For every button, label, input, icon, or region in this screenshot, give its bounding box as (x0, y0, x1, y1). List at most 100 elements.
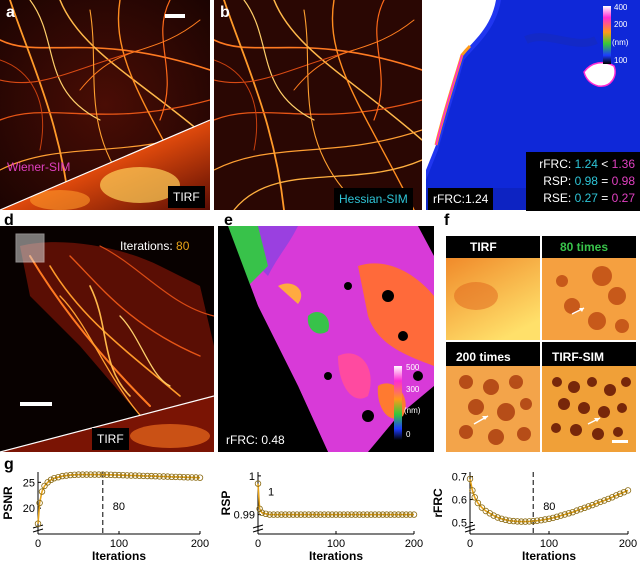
data-point (344, 511, 351, 518)
data-point (510, 517, 517, 525)
hessian-sim-label: Hessian-SIM (334, 188, 413, 210)
data-point (160, 473, 167, 480)
data-point (123, 472, 131, 479)
data-point (375, 511, 383, 518)
data-point (506, 517, 513, 524)
y-axis-label: RSP (219, 491, 233, 516)
data-point (352, 511, 359, 518)
data-point (301, 511, 308, 518)
data-point (309, 511, 316, 518)
data-point (601, 497, 608, 504)
data-point (620, 489, 628, 496)
series-line (469, 478, 629, 523)
data-point (466, 475, 474, 483)
data-point (188, 474, 196, 481)
data-point (490, 512, 497, 519)
data-point (278, 511, 285, 518)
tile-tirf-sim (542, 342, 636, 452)
panel-d-letter: d (4, 212, 14, 229)
data-point (585, 503, 592, 510)
data-point (383, 511, 390, 518)
data-point (605, 495, 612, 503)
y-tick-label: 1 (249, 471, 255, 483)
data-point (115, 471, 123, 479)
data-point (336, 511, 344, 518)
data-point (348, 511, 355, 518)
panel-d-image (0, 226, 214, 452)
y-tick-label: 25 (23, 477, 35, 489)
data-point (367, 511, 375, 518)
axis-break-mark (464, 528, 476, 533)
data-point (522, 518, 529, 525)
axis-break-mark (252, 524, 264, 529)
data-point (328, 511, 336, 518)
data-point (87, 471, 94, 478)
data-point (321, 511, 328, 518)
x-tick-label: 100 (540, 538, 558, 550)
colorbar-e-tick-500: 500 (406, 363, 420, 372)
axis-break-mark (32, 528, 44, 533)
data-point (258, 509, 266, 516)
data-point (131, 472, 139, 479)
data-point (371, 511, 379, 518)
marker-label: 80 (543, 501, 555, 513)
data-point (387, 511, 394, 518)
data-point (541, 516, 549, 523)
data-point (95, 471, 102, 478)
panel-e-letter: e (224, 212, 233, 229)
data-point (59, 472, 66, 480)
data-point (379, 511, 386, 518)
data-point (192, 474, 200, 481)
tirf-label-a: TIRF (168, 186, 205, 208)
data-point (518, 518, 525, 525)
data-point (107, 471, 115, 478)
axis-break-mark (252, 528, 264, 533)
iterations-label-d: Iterations: 80 (120, 239, 190, 253)
data-point (266, 511, 273, 518)
y-tick-label: 20 (23, 503, 35, 515)
data-point (63, 472, 70, 479)
data-point (41, 482, 48, 490)
panel-g-letter: g (4, 456, 14, 473)
data-point (581, 504, 588, 511)
data-point (51, 475, 58, 482)
tile-200-times (446, 342, 540, 452)
data-point (254, 480, 262, 487)
data-point (317, 511, 324, 518)
data-point (474, 499, 482, 507)
metric-row-rfrc: rFRC: 1.24 < 1.36 (539, 157, 635, 171)
colorbar-c-unit: (nm) (612, 38, 629, 47)
data-point (91, 471, 98, 478)
x-tick-label: 100 (110, 538, 128, 550)
data-point (557, 512, 564, 519)
data-point (537, 517, 545, 524)
data-point (305, 511, 312, 518)
panel-b-image (214, 0, 422, 210)
data-point (553, 513, 561, 520)
data-point (111, 471, 119, 479)
x-axis-label: Iterations (92, 549, 146, 563)
data-point (612, 492, 620, 499)
data-point (176, 473, 183, 481)
panel-b-letter: b (220, 4, 230, 21)
data-point (127, 472, 135, 479)
data-point (140, 472, 147, 480)
x-axis-label: Iterations (522, 549, 576, 563)
chart-rfrc: 0 100 200 0.5 0.6 0.7 Iterations rFRC 80 (431, 472, 637, 563)
data-point (103, 471, 110, 478)
data-point (156, 473, 163, 480)
data-point (624, 487, 632, 494)
data-point (529, 517, 537, 525)
data-point (561, 511, 568, 518)
metric-row-rsp: RSP: 0.98 = 0.98 (543, 174, 635, 188)
y-axis-label: rFRC (431, 488, 445, 518)
data-point (410, 511, 418, 518)
data-point (514, 518, 521, 525)
x-tick-label: 200 (191, 538, 209, 550)
data-point (593, 500, 600, 507)
y-tick-label: 0.99 (234, 510, 255, 522)
colorbar-e-tick-300: 300 (406, 385, 420, 394)
data-point (262, 510, 269, 517)
data-point (526, 518, 533, 525)
data-point (498, 515, 505, 522)
